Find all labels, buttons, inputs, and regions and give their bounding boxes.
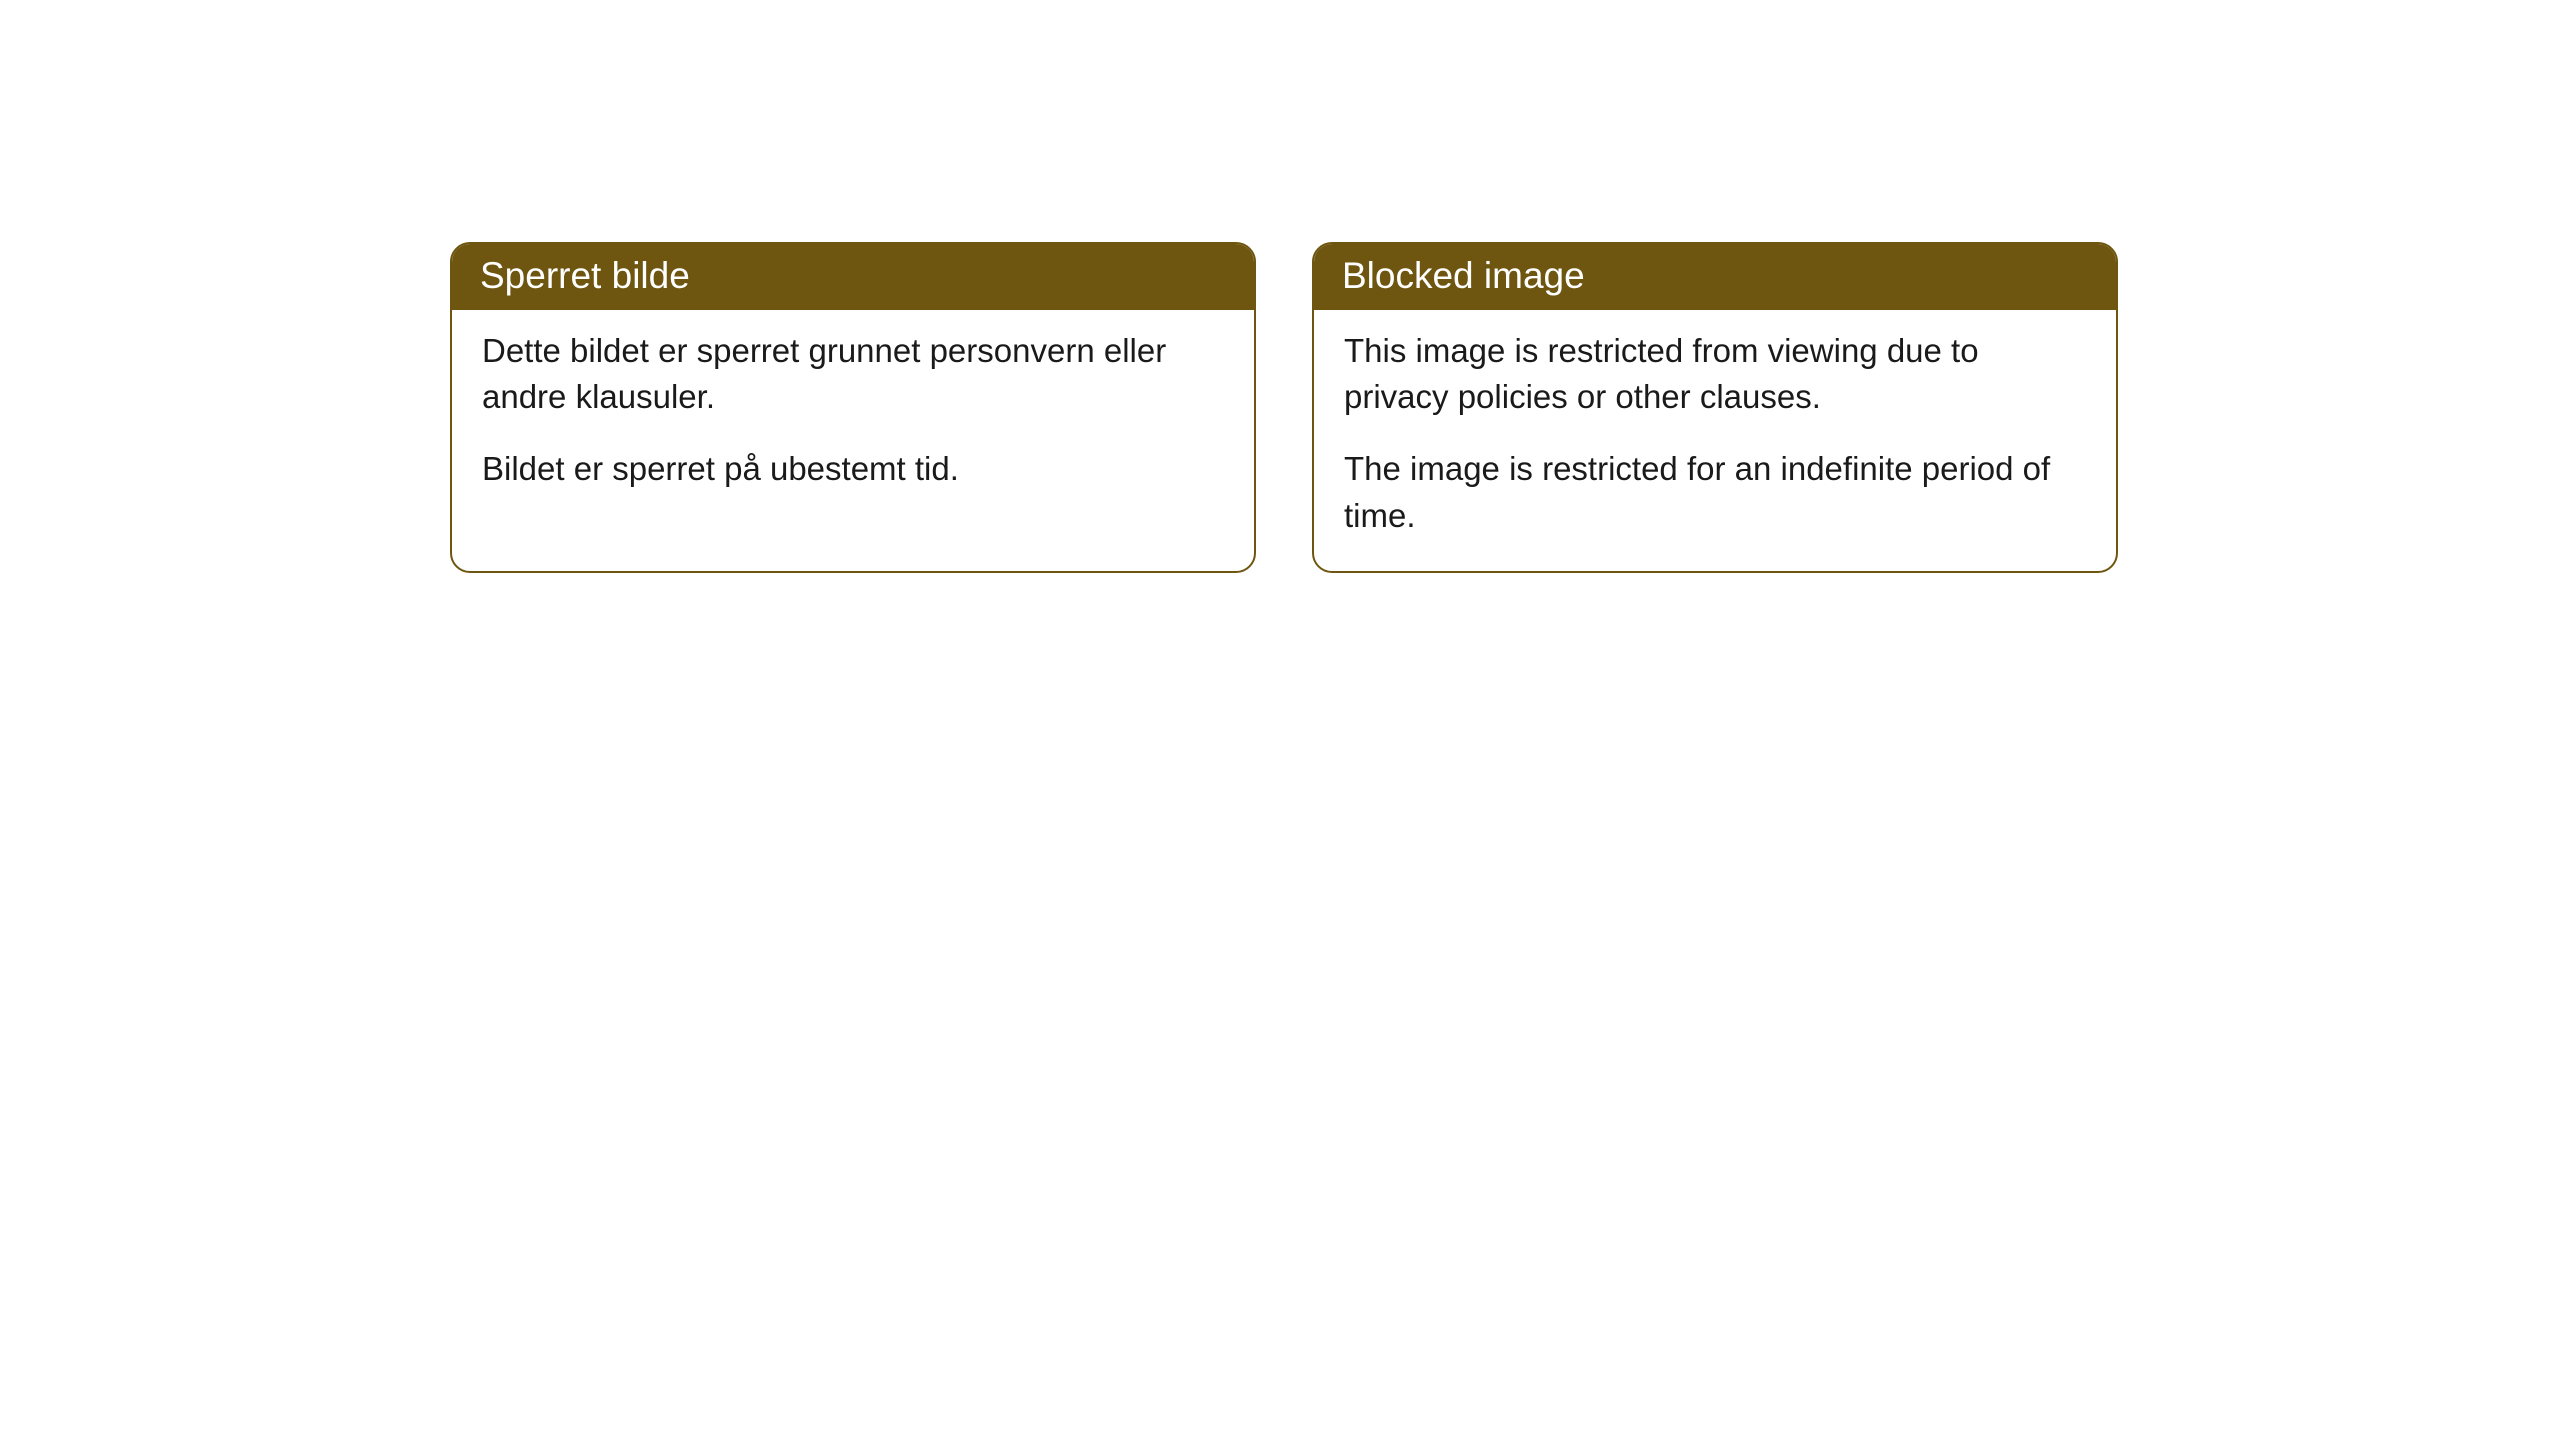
notice-text-2-norwegian: Bildet er sperret på ubestemt tid. (482, 446, 1224, 492)
notice-text-1-english: This image is restricted from viewing du… (1344, 328, 2086, 420)
notice-header-english: Blocked image (1314, 244, 2116, 310)
notice-body-norwegian: Dette bildet er sperret grunnet personve… (452, 310, 1254, 525)
notice-container: Sperret bilde Dette bildet er sperret gr… (450, 242, 2118, 573)
notice-text-2-english: The image is restricted for an indefinit… (1344, 446, 2086, 538)
notice-card-english: Blocked image This image is restricted f… (1312, 242, 2118, 573)
notice-card-norwegian: Sperret bilde Dette bildet er sperret gr… (450, 242, 1256, 573)
notice-text-1-norwegian: Dette bildet er sperret grunnet personve… (482, 328, 1224, 420)
notice-header-norwegian: Sperret bilde (452, 244, 1254, 310)
notice-body-english: This image is restricted from viewing du… (1314, 310, 2116, 571)
